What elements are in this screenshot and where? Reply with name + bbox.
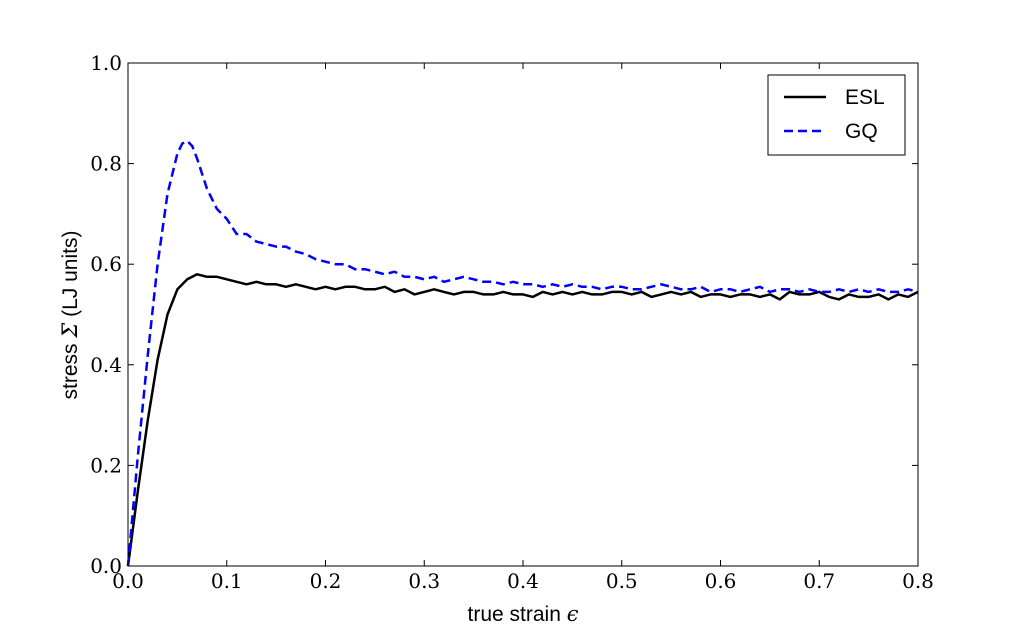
y-axis-ticks: 0.0 0.2 0.4 0.6 0.8 1.0: [90, 51, 918, 578]
legend-box: [767, 74, 906, 156]
y-tick-label-1: 0.2: [90, 453, 122, 477]
y-tick-label-4: 0.8: [90, 152, 122, 176]
x-tick-label-5: 0.5: [606, 569, 638, 593]
legend-label-gq: GQ: [845, 120, 878, 143]
series-layer: [126, 139, 919, 567]
legend: ESL GQ: [767, 74, 906, 156]
x-axis-label: true strain ϵ: [468, 602, 579, 626]
x-tick-label-8: 0.8: [902, 569, 934, 593]
x-tick-label-0: 0.0: [112, 569, 144, 593]
y-tick-label-0: 0.0: [90, 554, 122, 578]
x-tick-label-3: 0.3: [408, 569, 440, 593]
y-tick-label-5: 1.0: [90, 51, 122, 75]
x-tick-label-1: 0.1: [211, 569, 243, 593]
y-tick-label-2: 0.4: [90, 353, 122, 377]
series-line-gq: [126, 139, 919, 567]
legend-label-esl: ESL: [845, 86, 885, 109]
y-axis-label: stress Σ (LJ units): [58, 231, 82, 400]
x-axis-ticks: 0.0 0.1 0.2 0.3 0.4 0.5 0.6 0.7 0.8: [112, 63, 934, 593]
x-tick-label-7: 0.7: [803, 569, 835, 593]
y-tick-label-3: 0.6: [90, 252, 122, 276]
x-tick-label-2: 0.2: [310, 569, 342, 593]
series-line-esl: [126, 273, 919, 567]
x-tick-label-4: 0.4: [507, 569, 539, 593]
x-tick-label-6: 0.6: [705, 569, 737, 593]
